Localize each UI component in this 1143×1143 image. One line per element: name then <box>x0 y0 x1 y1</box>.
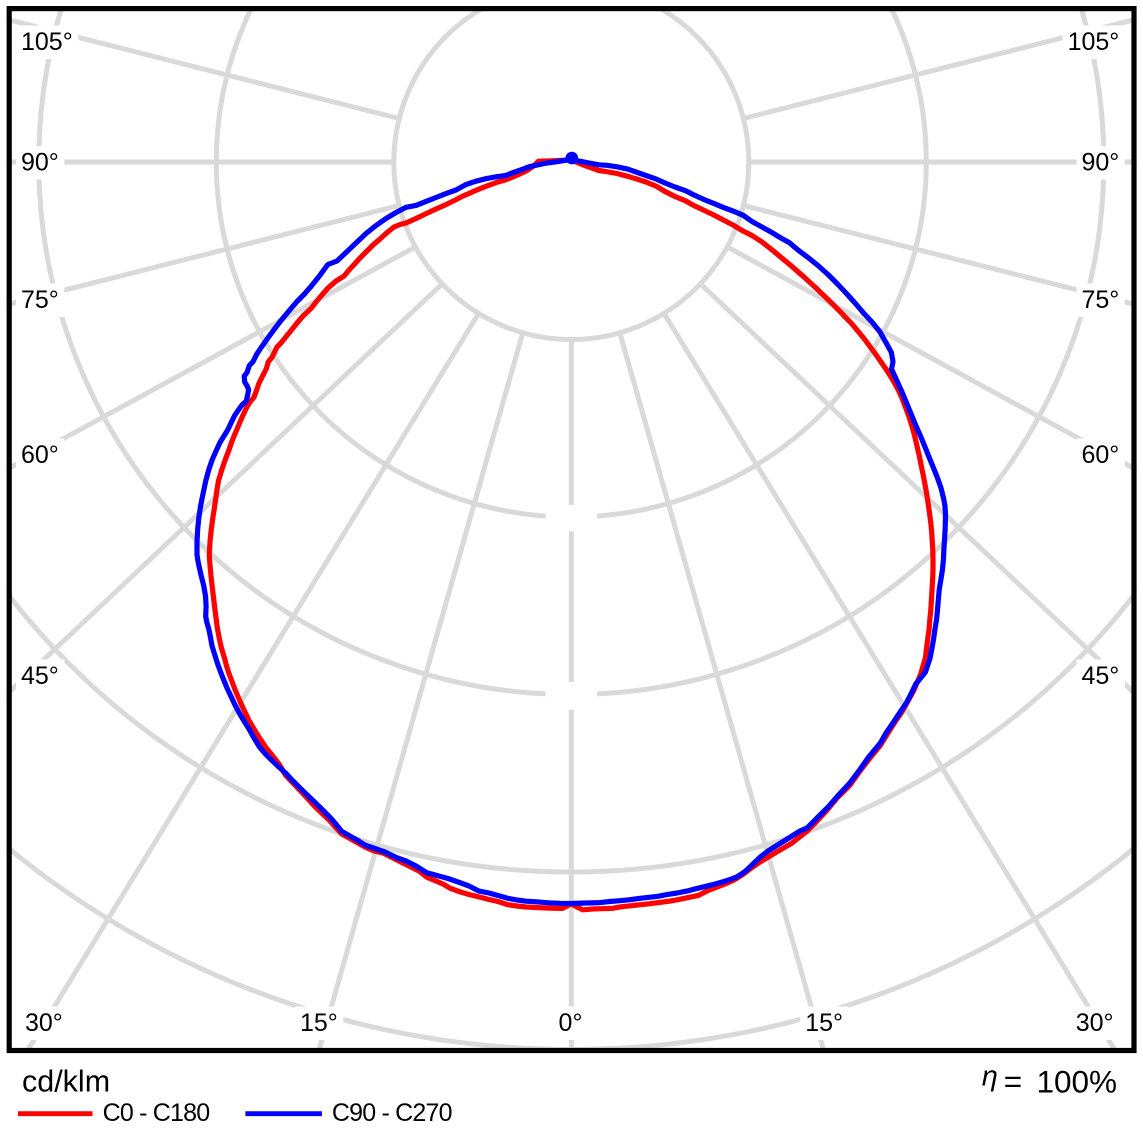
svg-text:15°: 15° <box>805 1009 843 1037</box>
svg-text:105°: 105° <box>21 28 73 56</box>
svg-text:C0 - C180: C0 - C180 <box>103 1099 210 1127</box>
svg-text:15°: 15° <box>300 1009 338 1037</box>
svg-text:90°: 90° <box>1081 149 1119 177</box>
svg-text:75°: 75° <box>1081 286 1119 314</box>
svg-text:105°: 105° <box>1068 28 1120 56</box>
svg-text:0°: 0° <box>559 1009 583 1037</box>
svg-text:60°: 60° <box>21 441 59 469</box>
svg-text:η: η <box>982 1061 998 1093</box>
svg-text:cd/klm: cd/klm <box>22 1065 110 1099</box>
svg-text:90°: 90° <box>21 149 59 177</box>
svg-text:30°: 30° <box>1076 1009 1114 1037</box>
svg-text:100%: 100% <box>1037 1064 1118 1100</box>
svg-text:60°: 60° <box>1081 441 1119 469</box>
svg-text:30°: 30° <box>25 1009 63 1037</box>
svg-text:C90 - C270: C90 - C270 <box>332 1099 452 1127</box>
svg-text:45°: 45° <box>1081 662 1119 690</box>
svg-text:75°: 75° <box>21 286 59 314</box>
svg-text:45°: 45° <box>21 662 59 690</box>
svg-text:=: = <box>1004 1064 1022 1100</box>
